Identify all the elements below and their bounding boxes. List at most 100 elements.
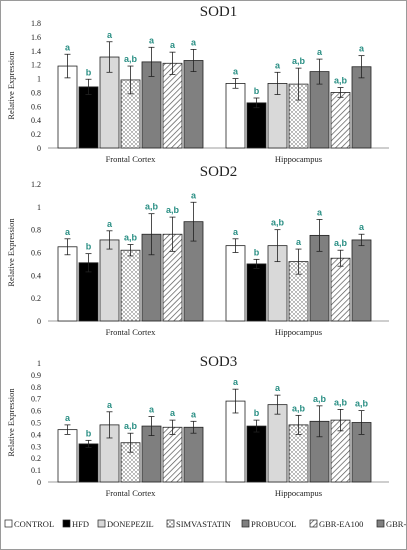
chart-panel-sod2: SOD2 0 0.2 0.4 0.6 0.8 1 1.2 Relative Expression… (6, 164, 389, 337)
bar-hfd (246, 425, 267, 483)
y-tick-label: 0.1 (31, 466, 41, 475)
significance-label: a (107, 219, 113, 229)
significance-label: a (191, 190, 197, 200)
legend-swatch (166, 519, 175, 528)
y-tick-label: 0.9 (31, 371, 41, 380)
y-tick-label: 0.8 (31, 383, 41, 392)
bar-hfd (246, 102, 267, 149)
bar-control (57, 429, 78, 483)
y-tick-label: 1.6 (31, 33, 41, 42)
bar-gbr-ea100 (162, 426, 183, 483)
bar-gbr-ea200 (351, 239, 372, 322)
y-tick-label: 0.4 (31, 116, 41, 125)
y-tick-label: 0.8 (31, 226, 41, 235)
significance-label: a (170, 408, 176, 418)
significance-label: a (107, 400, 113, 410)
legend: CONTROL HFD DONEPEZIL SIMVASTATIN PROBUCOL GB… (4, 519, 406, 529)
category-label: Hippocampus (275, 154, 322, 164)
legend-label: GBR-EA200 (386, 519, 406, 529)
bar-control (225, 245, 246, 322)
legend-swatch (309, 519, 318, 528)
significance-label: a (170, 40, 176, 50)
legend-swatch (376, 519, 385, 528)
legend-label: SIMVASTATIN (176, 519, 231, 529)
y-tick-label: 0.4 (31, 430, 41, 439)
y-axis-label: Relative Expression (6, 388, 16, 457)
y-tick-label: 0.3 (31, 442, 41, 451)
significance-label: b (254, 247, 260, 257)
significance-label: a,b (145, 202, 159, 212)
category-label: Hippocampus (275, 327, 322, 337)
y-tick-label: 0.7 (31, 395, 41, 404)
significance-label: a (65, 42, 71, 52)
significance-label: a (149, 35, 155, 45)
category-label: Frontal Cortex (106, 488, 157, 498)
y-tick-label: 0 (37, 317, 41, 326)
significance-label: a (317, 47, 323, 57)
bar-gbr-ea100 (162, 62, 183, 149)
significance-label: a (233, 67, 239, 77)
legend-swatch (62, 519, 71, 528)
bar-gbr-ea100 (330, 92, 351, 149)
y-tick-label: 1.2 (31, 61, 41, 70)
significance-label: b (86, 428, 92, 438)
legend-label: HFD (72, 519, 89, 529)
bar-control (57, 246, 78, 322)
significance-label: a,b (334, 76, 348, 86)
bar-hfd (246, 263, 267, 322)
bar-simvastatin (120, 249, 141, 322)
significance-label: a (275, 60, 281, 70)
significance-label: a (65, 227, 71, 237)
bar-control (225, 83, 246, 149)
significance-label: a (65, 413, 71, 423)
bar-gbr-ea200 (351, 66, 372, 149)
significance-label: a,b (124, 233, 138, 243)
bar-gbr-ea200 (183, 426, 204, 483)
significance-label: a (317, 207, 323, 217)
y-axis-label: Relative Expression (6, 51, 16, 120)
significance-label: a (107, 30, 113, 40)
y-axis-label: Relative Expression (6, 218, 16, 287)
chart-title: SOD3 (200, 354, 238, 370)
y-tick-label: 0.8 (31, 88, 41, 97)
significance-label: a,b (313, 394, 327, 404)
significance-label: a,b (166, 205, 180, 215)
significance-label: a (359, 222, 365, 232)
y-tick-label: 1 (37, 75, 41, 84)
legend-label: PROBUCOL (251, 519, 296, 529)
bar-hfd (78, 443, 99, 483)
significance-label: a (149, 405, 155, 415)
significance-label: b (86, 242, 92, 252)
significance-label: a,b (292, 403, 306, 413)
significance-label: a (233, 227, 239, 237)
legend-label: CONTROL (14, 519, 54, 529)
bar-donepezil (267, 404, 288, 483)
significance-label: b (254, 408, 260, 418)
bar-control (57, 65, 78, 149)
chart-panel-sod3: SOD3 0 0.1 0.2 0.3 0.4 0.5 0.6 0.7 0.8 0.9 1 Relativ… (6, 354, 389, 498)
significance-label: b (86, 67, 92, 77)
y-tick-label: 0 (37, 478, 41, 487)
y-tick-label: 1.2 (31, 180, 41, 189)
significance-label: a,b (124, 54, 138, 64)
y-tick-label: 0 (37, 144, 41, 153)
significance-label: a,b (124, 421, 138, 431)
legend-label: GBR-EA100 (319, 519, 363, 529)
legend-label: DONEPEZIL (107, 519, 154, 529)
bar-gbr-ea200 (183, 60, 204, 149)
chart-title: SOD1 (200, 4, 238, 20)
bar-gbr-ea100 (330, 257, 351, 322)
chart-panel-sod1: SOD1 0 0.2 0.4 0.6 0.8 1 1.2 1.4 1.6 1.8 Relative E… (6, 4, 389, 164)
y-tick-label: 0.6 (31, 249, 41, 258)
significance-label: a,b (292, 56, 306, 66)
bar-donepezil (99, 239, 120, 322)
significance-label: b (254, 86, 260, 96)
y-tick-label: 0.2 (31, 454, 41, 463)
legend-swatch (97, 519, 106, 528)
y-tick-label: 1 (37, 203, 41, 212)
significance-label: a (359, 44, 365, 54)
significance-label: a (233, 377, 239, 387)
significance-label: a,b (334, 397, 348, 407)
